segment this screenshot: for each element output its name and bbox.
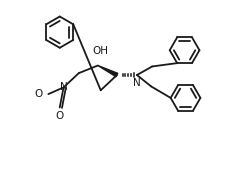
Text: N: N — [132, 78, 140, 88]
Text: OH: OH — [92, 46, 108, 56]
Polygon shape — [98, 65, 117, 77]
Text: N: N — [60, 82, 67, 92]
Text: O: O — [34, 89, 43, 99]
Text: O: O — [56, 111, 64, 121]
